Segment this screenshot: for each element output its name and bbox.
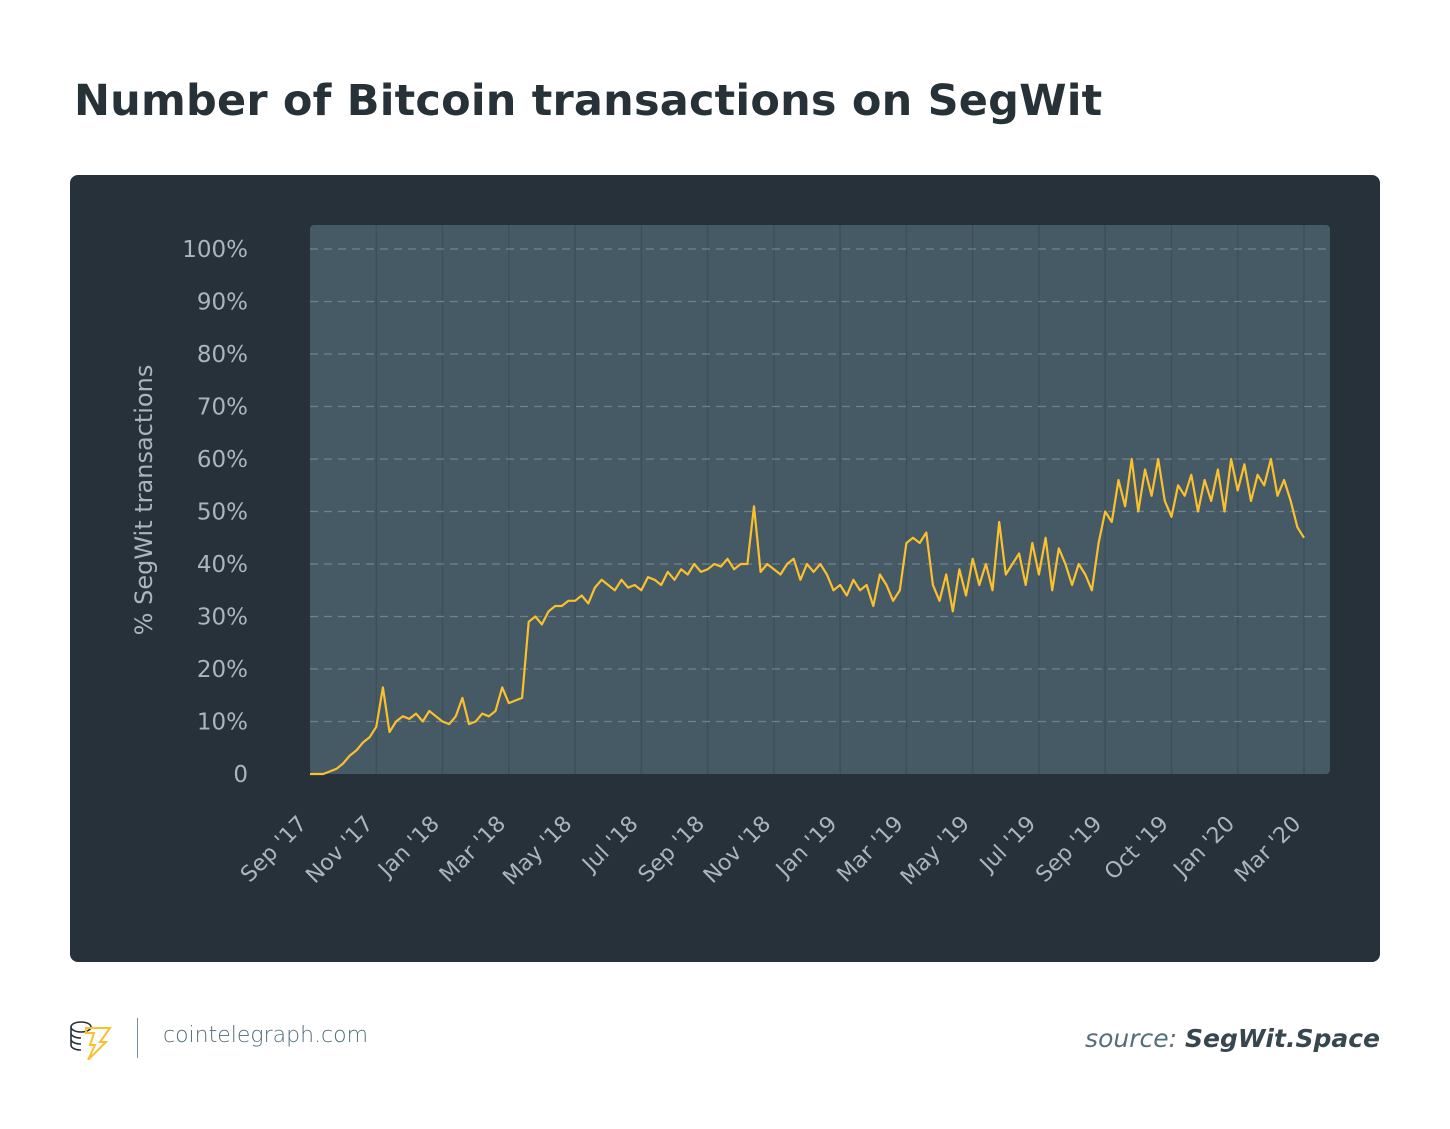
chart-card: 0 10% 20% 30% 40% 50% 60% 70% 80% 90% 100% Sep '17…	[70, 175, 1380, 962]
plot-area	[310, 225, 1330, 774]
x-tick-label: Jan '20	[1168, 812, 1240, 884]
y-tick-label: 80%	[197, 342, 248, 368]
x-tick-label: Sep '18	[634, 812, 710, 888]
x-tick-label: Nov '17	[301, 812, 378, 889]
footer-divider	[137, 1018, 138, 1058]
y-tick-label: 20%	[197, 657, 248, 683]
y-tick-label: 90%	[197, 290, 248, 316]
x-tick-label: Jul '19	[974, 812, 1041, 879]
x-tick-label: May '19	[896, 812, 975, 891]
y-tick-label: 100%	[182, 237, 248, 263]
source-name: SegWit.Space	[1185, 1024, 1380, 1053]
x-tick-label: Sep '19	[1031, 812, 1107, 888]
x-tick-label: Nov '18	[699, 812, 776, 889]
footer-site-link[interactable]: cointelegraph.com	[163, 1023, 369, 1048]
footer-source: source: SegWit.Space	[1085, 1024, 1380, 1053]
x-tick-label: Mar '19	[833, 812, 909, 888]
y-tick-label: 10%	[197, 710, 248, 736]
x-tick-label: Oct '19	[1100, 812, 1174, 886]
y-tick-label: 0	[233, 762, 248, 788]
cointelegraph-logo-icon	[70, 1021, 112, 1060]
line-chart: 0 10% 20% 30% 40% 50% 60% 70% 80% 90% 100% Sep '17…	[130, 225, 1330, 891]
x-tick-label: Sep '17	[236, 812, 312, 888]
y-tick-label: 40%	[197, 552, 248, 578]
x-tick-label: Mar '18	[435, 812, 511, 888]
y-axis-label: % SegWit transactions	[130, 365, 158, 636]
x-tick-label: Jan '18	[373, 812, 445, 884]
y-tick-label: 50%	[197, 500, 248, 526]
source-prefix: source:	[1085, 1024, 1178, 1053]
y-tick-label: 60%	[197, 447, 248, 473]
x-tick-label: Mar '20	[1230, 812, 1306, 888]
y-tick-label: 30%	[197, 605, 248, 631]
series-line	[310, 457, 1305, 776]
y-tick-label: 70%	[197, 395, 248, 421]
chart-title: Number of Bitcoin transactions on SegWit	[74, 76, 1103, 126]
x-tick-label: Jul '18	[577, 812, 644, 879]
x-tick-label: May '18	[498, 812, 577, 891]
x-tick-label: Jan '19	[770, 812, 842, 884]
